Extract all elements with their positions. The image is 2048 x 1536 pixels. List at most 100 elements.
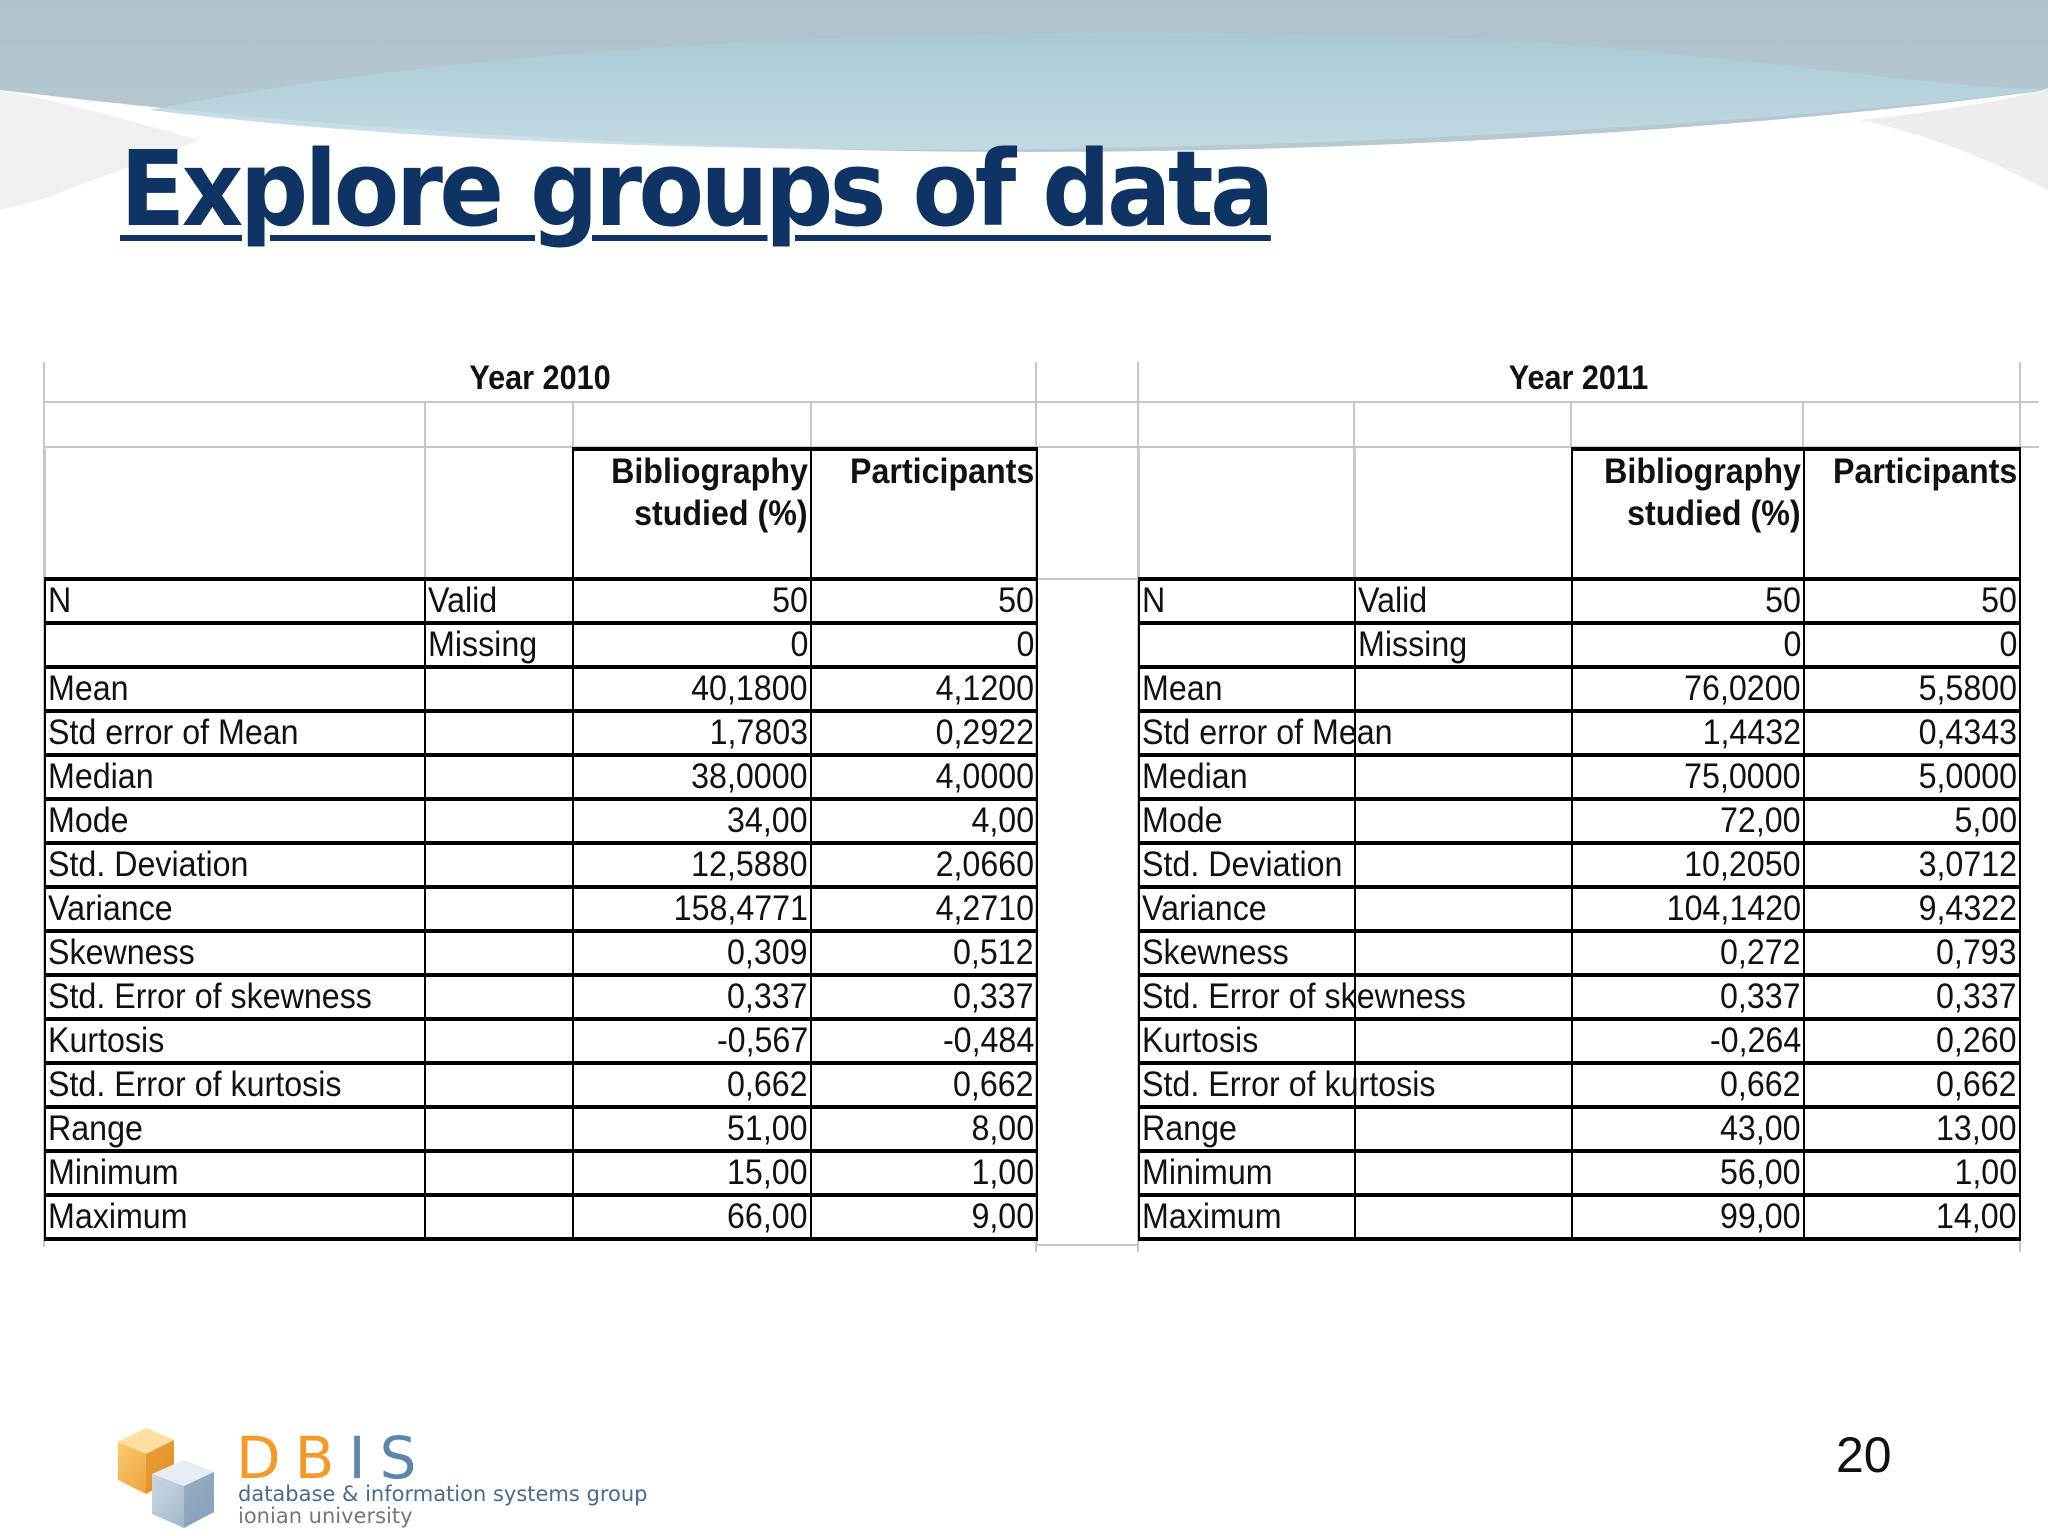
header-blank-cell [44,449,425,579]
row-label: Skewness [44,929,426,977]
row-sublabel [1354,1105,1573,1153]
value-participants: 50 [1803,577,2021,625]
value-bibliography: 0,662 [572,1061,812,1109]
value-participants: 0,662 [810,1061,1038,1109]
logo-subtitle: database & information systems group [238,1482,648,1506]
row-label: Variance [1138,885,1356,933]
row-sublabel [424,929,574,977]
row-label: N [44,577,426,625]
row-label: Minimum [1138,1149,1356,1197]
row-label: Variance [44,885,426,933]
row-label: Skewness [1138,929,1356,977]
value-bibliography: 50 [1571,577,1805,625]
value-participants: 5,00 [1803,797,2021,845]
row-sublabel: Valid [1354,577,1573,625]
value-participants: 2,0660 [810,841,1038,889]
row-label: N [1138,577,1356,625]
value-participants: 0 [810,621,1038,669]
value-bibliography: 38,0000 [572,753,812,801]
table-row: Mode 34,00 4,00 [44,797,1038,845]
table-header-row: Bibliography studied (%) Participants [1138,447,2021,581]
value-participants: 8,00 [810,1105,1038,1153]
value-participants: 4,1200 [810,665,1038,713]
value-bibliography: 75,0000 [1571,753,1805,801]
table-row: Kurtosis -0,567 -0,484 [44,1017,1038,1065]
row-label: Std. Error of skewness [1138,973,1466,1021]
value-participants: 0,260 [1803,1017,2021,1065]
table-row: Std. Error of kurtosis 0,662 0,662 [1138,1061,2021,1109]
table-row: N Valid 50 50 [1138,577,2021,625]
table-row: Median 38,0000 4,0000 [44,753,1038,801]
value-bibliography: 72,00 [1571,797,1805,845]
dbis-logo: DBIS database & information systems grou… [112,1420,648,1530]
value-participants: 0,512 [810,929,1038,977]
gridline [810,401,812,447]
page-title: Explore groups of data [120,128,1275,250]
row-sublabel [1354,797,1573,845]
gridline [1036,578,1138,580]
row-sublabel: Valid [424,577,574,625]
table-row: Mean 76,0200 5,5800 [1138,665,2021,713]
column-header-participants: Participants [810,447,1038,581]
row-label: Std. Error of skewness [44,973,426,1021]
row-sublabel [1354,841,1573,889]
logo-university: ionian university [238,1504,413,1528]
row-sublabel [1354,973,1573,1021]
row-sublabel [424,841,574,889]
header-blank-cell [1354,449,1573,579]
value-bibliography: 0 [1571,621,1805,669]
row-sublabel [1354,885,1573,933]
table-row: Std error of Mean 1,7803 0,2922 [44,709,1038,757]
table-header-row: Bibliography studied (%) Participants [44,447,1038,581]
value-bibliography: 0 [572,621,812,669]
value-participants: 4,0000 [810,753,1038,801]
row-sublabel [424,709,574,757]
value-bibliography: 50 [572,577,812,625]
value-participants: 0,793 [1803,929,2021,977]
row-sublabel [424,1149,574,1197]
table-row: Range 43,00 13,00 [1138,1105,2021,1153]
value-bibliography: 0,272 [1571,929,1805,977]
row-sublabel [424,1105,574,1153]
table-row: Range 51,00 8,00 [44,1105,1038,1153]
value-bibliography: 66,00 [572,1193,812,1241]
table-row: Std. Deviation 12,5880 2,0660 [44,841,1038,889]
row-sublabel [424,753,574,801]
value-bibliography: 40,1800 [572,665,812,713]
row-label: Std error of Mean [44,709,426,757]
row-label: Maximum [44,1193,426,1241]
value-bibliography: 1,7803 [572,709,812,757]
row-label: Kurtosis [44,1017,426,1065]
table-row: Minimum 56,00 1,00 [1138,1149,2021,1197]
value-participants: 9,00 [810,1193,1038,1241]
row-sublabel [1354,1193,1573,1241]
row-label: Median [1138,753,1356,801]
table-row: Minimum 15,00 1,00 [44,1149,1038,1197]
row-sublabel [424,973,574,1021]
row-label: Std. Error of kurtosis [1138,1061,1435,1109]
row-label: Std. Deviation [44,841,426,889]
logo-wordmark: DBIS [236,1424,431,1492]
value-bibliography: 56,00 [1571,1149,1805,1197]
value-participants: 4,00 [810,797,1038,845]
row-sublabel [424,1193,574,1241]
value-participants: 50 [810,577,1038,625]
value-participants: 4,2710 [810,885,1038,933]
table-row: Missing 0 0 [1138,621,2021,669]
gridline [44,446,2039,448]
row-sublabel [1354,1149,1573,1197]
table-row: Maximum 66,00 9,00 [44,1193,1038,1241]
row-label: Mode [44,797,426,845]
row-label: Std. Deviation [1138,841,1356,889]
row-label: Std error of Mean [1138,709,1393,757]
table-title-2010: Year 2010 [469,359,611,397]
row-sublabel: Missing [1354,621,1573,669]
gridline [1036,1244,1138,1246]
row-sublabel [1354,665,1573,713]
row-sublabel: Missing [424,621,574,669]
table-row: Variance 158,4771 4,2710 [44,885,1038,933]
row-label: Median [44,753,426,801]
value-participants: 5,0000 [1803,753,2021,801]
